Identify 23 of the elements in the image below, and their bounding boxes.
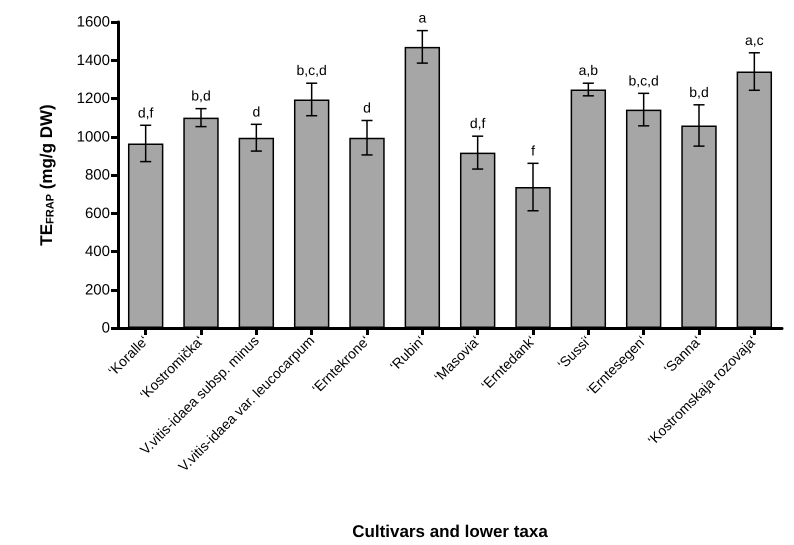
y-tick-label: 200 xyxy=(84,281,110,298)
y-tick-label: 1400 xyxy=(76,52,110,69)
y-tick-label: 1200 xyxy=(76,90,110,107)
y-tick-label: 600 xyxy=(84,204,110,222)
y-tick-label: 0 xyxy=(102,320,110,336)
y-tick-label: 1000 xyxy=(76,128,110,146)
annotation: b,d xyxy=(191,88,211,104)
x-axis-title: Cultivars and lower taxa xyxy=(352,522,548,541)
y-tick-label: 800 xyxy=(84,166,110,184)
annotation: d,f xyxy=(138,104,154,120)
y-tick-label: 400 xyxy=(84,243,110,260)
annotation: a,c xyxy=(744,32,764,48)
annotation: d xyxy=(252,103,260,120)
annotation: a,b xyxy=(578,62,598,78)
y-axis-title: TEFRAP (mg/g DW) xyxy=(37,104,56,246)
annotation: a xyxy=(418,10,426,26)
annotation: d xyxy=(363,99,371,116)
annotation: b,c,d xyxy=(628,72,659,88)
annotation: b,c,d xyxy=(296,62,327,78)
annotation: d,f xyxy=(470,115,486,132)
annotation: f xyxy=(531,142,536,158)
y-tick-label: 1600 xyxy=(76,14,110,30)
annotation: b,d xyxy=(689,84,709,100)
